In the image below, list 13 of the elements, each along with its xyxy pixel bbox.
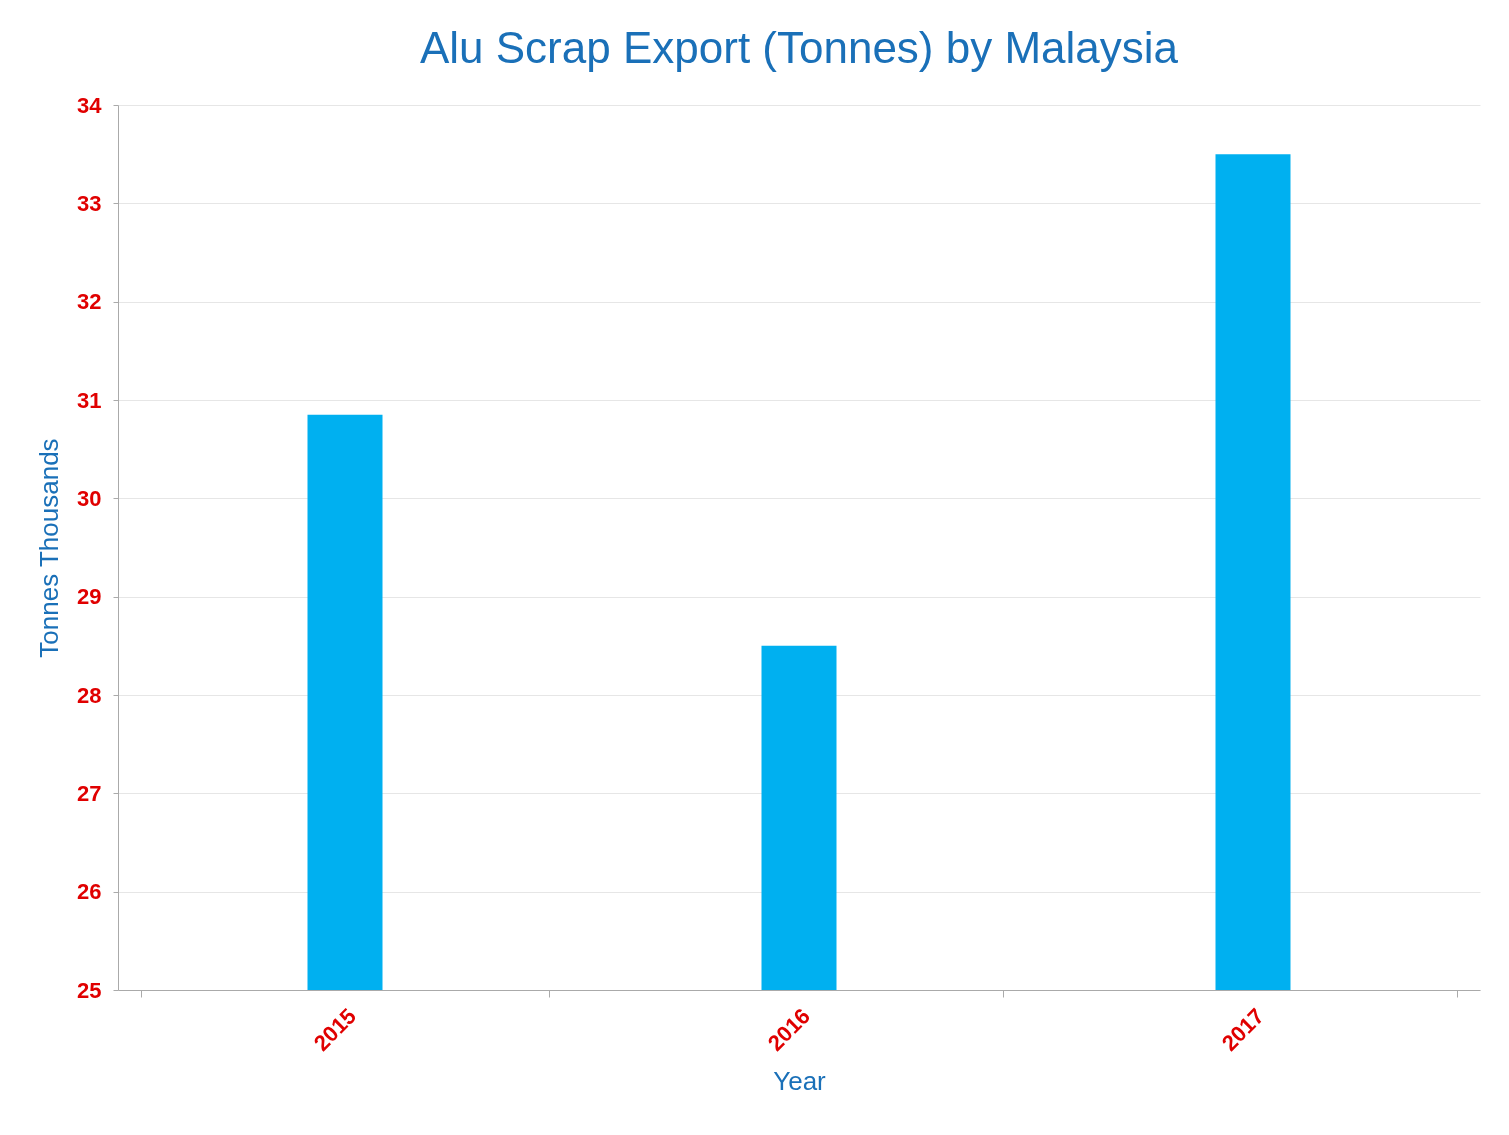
y-tick-label: 33: [77, 190, 102, 216]
y-tick-label: 26: [77, 879, 102, 905]
y-tick-label: 34: [77, 92, 103, 118]
y-tick-label: 28: [77, 682, 102, 708]
chart-title: Alu Scrap Export (Tonnes) by Malaysia: [419, 23, 1179, 72]
x-axis-title: Year: [773, 1065, 827, 1096]
y-tick-label: 32: [77, 289, 102, 315]
y-tick-label: 27: [77, 780, 102, 806]
y-axis-title: Tonnes Thousands: [34, 438, 65, 658]
y-tick-label: 25: [77, 977, 102, 1003]
y-tick-label: 29: [77, 584, 102, 610]
y-tick-label: 31: [77, 387, 102, 413]
y-tick-label: 30: [77, 485, 102, 511]
